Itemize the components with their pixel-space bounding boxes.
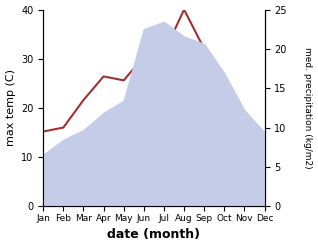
Y-axis label: max temp (C): max temp (C) xyxy=(5,69,16,146)
X-axis label: date (month): date (month) xyxy=(107,228,200,242)
Y-axis label: med. precipitation (kg/m2): med. precipitation (kg/m2) xyxy=(303,47,313,169)
